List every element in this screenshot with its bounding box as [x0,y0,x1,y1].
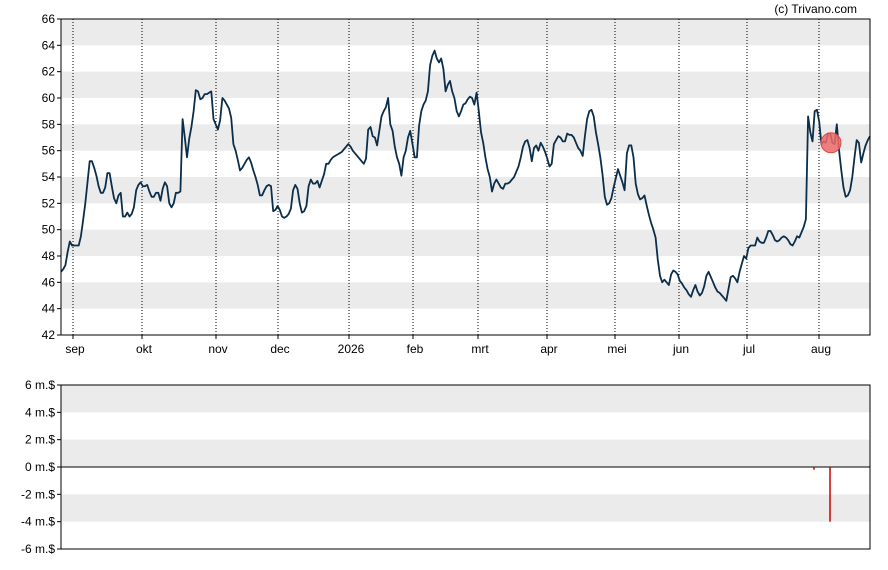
price-x-axis: sep okt nov dec 2026 feb mrt apr mei jun jul aug [65,335,831,356]
price-bands [61,19,870,309]
y-tick-label: 56 [42,144,56,158]
flow-y-axis: -6 m.$ -4 m.$ -2 m.$ 0 m.$ 2 m.$ 4 m.$ 6 m.$ [21,378,61,556]
price-panel: 42 44 46 48 50 52 54 56 58 60 62 64 66 sep okt nov dec 2… [42,12,871,356]
flow-y-tick-label: 2 m.$ [25,433,55,447]
price-band [61,71,870,98]
flow-band [61,439,870,467]
flow-panel: -6 m.$ -4 m.$ -2 m.$ 0 m.$ 2 m.$ 4 m.$ 6 m.$ [21,378,871,556]
x-tick-label: mrt [471,342,489,356]
x-tick-label: okt [136,342,153,356]
flow-y-tick-label: -4 m.$ [21,515,55,529]
y-tick-label: 64 [42,38,56,52]
y-tick-label: 52 [42,196,56,210]
flow-y-tick-label: 0 m.$ [25,460,55,474]
y-tick-label: 54 [42,170,56,184]
x-tick-label: apr [540,342,557,356]
x-tick-label: feb [407,342,424,356]
y-tick-label: 50 [42,223,56,237]
price-band [61,282,870,309]
price-band [61,229,870,256]
y-tick-label: 46 [42,275,56,289]
price-band [61,124,870,151]
y-tick-label: 48 [42,249,56,263]
x-tick-label: nov [208,342,227,356]
credit-text: (c) Trivano.com [774,2,857,16]
price-panel-frame [60,18,871,336]
signal-marker [820,132,842,154]
flow-y-tick-label: 6 m.$ [25,378,55,392]
x-tick-label: sep [65,342,85,356]
price-band [61,19,870,46]
x-tick-label: mei [607,342,626,356]
price-band [61,177,870,204]
y-tick-label: 58 [42,117,56,131]
x-tick-label: aug [811,342,831,356]
x-tick-label: dec [270,342,289,356]
x-tick-label: jun [672,342,689,356]
flow-y-tick-label: -6 m.$ [21,542,55,556]
flow-y-tick-label: 4 m.$ [25,405,55,419]
y-tick-label: 44 [42,302,56,316]
y-tick-label: 62 [42,65,56,79]
price-series-line [60,49,871,302]
y-tick-label: 66 [42,12,56,26]
flow-panel-frame [60,384,871,550]
flow-bands [61,385,870,522]
flow-band [61,385,870,413]
flow-y-tick-label: -2 m.$ [21,487,55,501]
flow-bars [813,467,831,522]
y-tick-label: 42 [42,328,56,342]
x-tick-label: jul [742,342,755,356]
y-tick-label: 60 [42,91,56,105]
x-tick-label: 2026 [338,342,365,356]
price-y-axis: 42 44 46 48 50 52 54 56 58 60 62 64 66 [42,12,61,342]
flow-band [61,494,870,522]
